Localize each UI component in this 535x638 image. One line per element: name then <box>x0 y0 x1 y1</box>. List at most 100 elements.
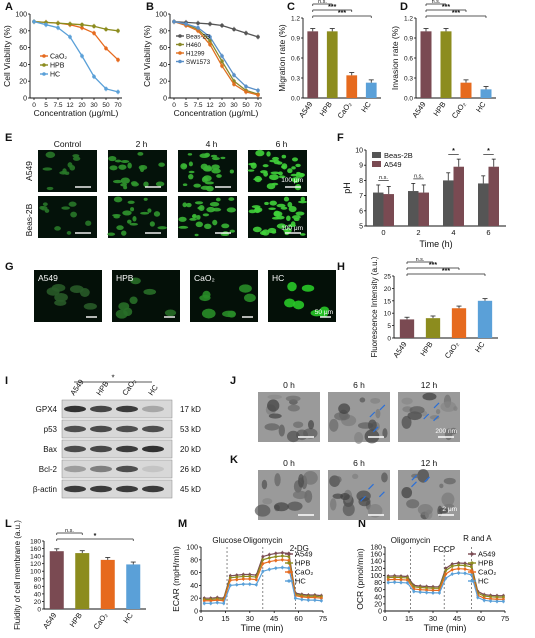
cell-shape <box>298 173 305 177</box>
significance-label: *** <box>338 10 346 17</box>
x-tick-label: 30 <box>246 614 254 623</box>
legend-label: SW1573 <box>186 59 211 66</box>
data-point <box>425 586 428 590</box>
band-label: p53 <box>44 425 58 434</box>
time-label: 12 h <box>421 380 438 390</box>
legend-label: HPB <box>50 63 65 70</box>
x-tick-label: A549 <box>410 100 427 120</box>
data-point <box>220 59 224 64</box>
lane-header: CaO₂ <box>120 377 138 397</box>
y-tick-label: 5 <box>387 323 391 330</box>
cell-shape <box>149 221 155 227</box>
cell-shape <box>252 226 262 233</box>
band-label: Bax <box>43 445 57 454</box>
y-tick-label: 0.0 <box>291 96 300 103</box>
blot-band <box>116 425 138 433</box>
cell-shape <box>284 298 296 308</box>
data-point <box>209 601 213 605</box>
cell-shape <box>186 202 192 208</box>
data-point <box>235 578 239 582</box>
y-tick-label: 100 <box>370 573 382 580</box>
cell-shape <box>72 156 81 161</box>
data-point <box>228 584 232 587</box>
cell-shape <box>188 173 194 180</box>
event-label: Oligomycin <box>391 536 431 545</box>
y-tick-label: 100 <box>186 545 198 552</box>
organelle-shape <box>264 423 280 431</box>
cell-shape <box>212 219 218 226</box>
significance-label: n.s. <box>318 0 327 5</box>
column-label: 4 h <box>206 139 218 149</box>
x-tick-label: 2 <box>416 228 420 237</box>
cell-shape <box>45 151 56 158</box>
x-tick-label: 5 <box>184 102 188 109</box>
x-tick-label: 5 <box>44 102 48 109</box>
data-point <box>293 596 297 600</box>
cell-shape <box>137 151 144 156</box>
data-point <box>489 599 492 603</box>
data-point <box>209 599 213 603</box>
cell-shape <box>118 164 127 170</box>
cell-shape <box>123 185 128 190</box>
cell-shape <box>286 215 291 222</box>
organelle-shape <box>286 430 300 443</box>
micrograph-image <box>178 196 237 238</box>
data-point <box>386 581 390 584</box>
data-point <box>393 580 396 584</box>
data-point <box>248 575 252 578</box>
x-tick-label: 30 <box>90 102 98 109</box>
organelle-shape <box>329 498 337 511</box>
organelle-shape <box>409 406 425 415</box>
data-point <box>412 590 416 593</box>
data-point <box>287 555 291 558</box>
data-point <box>274 566 278 570</box>
cell-shape <box>276 223 287 229</box>
cell-shape <box>113 196 123 203</box>
x-tick-label: 0 <box>381 228 385 237</box>
cell-shape <box>61 206 70 210</box>
cell-shape <box>164 309 177 317</box>
band-size-label: 26 kD <box>180 465 201 474</box>
data-point <box>463 564 467 567</box>
data-point <box>406 578 409 582</box>
panel-letter-E: E <box>5 132 12 144</box>
legend-swatch <box>372 152 381 158</box>
cell-shape <box>194 201 204 205</box>
organelle-shape <box>273 502 289 512</box>
y-tick-label: 0 <box>163 96 167 103</box>
y-tick-label: 60 <box>34 584 42 591</box>
y-axis-label: ECAR (mpH/min) <box>171 546 181 612</box>
data-point <box>92 31 96 35</box>
cell-shape <box>204 181 214 185</box>
arrow-marker <box>379 404 386 411</box>
cell-shape <box>291 215 301 220</box>
y-tick-label: 40 <box>159 62 167 69</box>
organelle-shape <box>285 395 301 402</box>
cell-shape <box>195 221 203 228</box>
cell-shape <box>79 288 90 297</box>
data-point <box>425 588 428 592</box>
cell-shape <box>248 162 256 166</box>
cell-shape <box>221 223 230 229</box>
organelle-shape <box>274 473 281 487</box>
x-tick-label: CaO₂ <box>335 100 353 120</box>
organelle-shape <box>422 392 437 401</box>
organelle-shape <box>401 415 412 429</box>
cell-shape <box>261 229 270 236</box>
arrow-marker <box>433 415 439 422</box>
x-tick-label: HC <box>121 611 135 626</box>
organelle-shape <box>367 503 383 518</box>
data-point <box>208 42 212 47</box>
y-tick-label: 10 <box>355 148 363 155</box>
data-point <box>104 87 108 91</box>
x-tick-label: 7.5 <box>193 102 202 109</box>
arrow-marker <box>372 426 379 433</box>
data-point <box>470 565 473 569</box>
data-point <box>261 555 265 558</box>
cell-shape <box>229 169 234 174</box>
cell-shape <box>46 186 54 191</box>
data-point <box>393 575 396 579</box>
cell-shape <box>116 225 124 231</box>
significance-label: *** <box>442 4 450 11</box>
